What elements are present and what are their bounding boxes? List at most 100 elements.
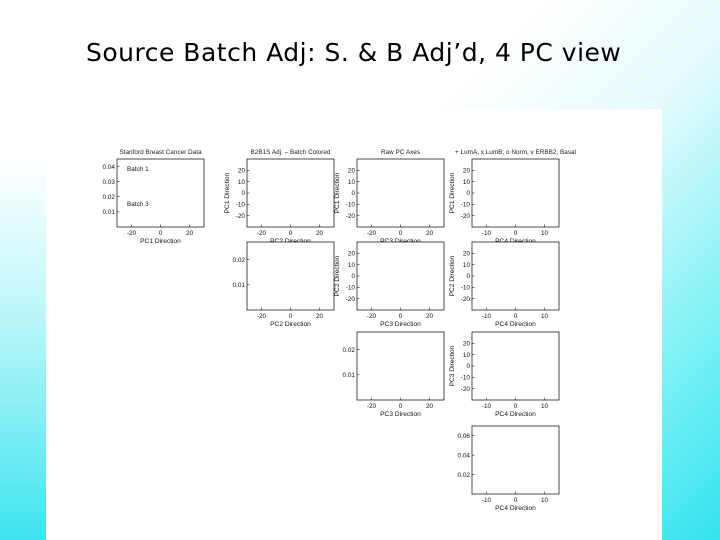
y-tick-label: 0.03 [103, 179, 116, 186]
y-axis-label: PC2 Direction [449, 255, 456, 296]
panel-title: B2B1S Adj. – Batch Colored [251, 149, 331, 156]
x-tick-label: 20 [186, 230, 194, 237]
y-tick-label: 20 [463, 251, 471, 258]
y-tick-label: 0 [351, 190, 355, 197]
y-axis-label: PC1 Direction [334, 172, 341, 213]
x-tick-label: -10 [482, 313, 492, 320]
x-tick-label: -20 [367, 313, 377, 320]
annotation-batch-3: Batch 3 [127, 201, 149, 208]
x-axis-label: PC4 Direction [495, 505, 536, 512]
y-tick-label: 10 [348, 262, 356, 269]
panel-pc3-pc3: -20 0 20 0.01 0.02 PC3 Direction [343, 331, 445, 418]
panel-pc4-pc4: -10 0 10 0.02 0.04 0.06 PC4 Direction [458, 425, 560, 512]
y-tick-label: 0.01 [233, 282, 246, 289]
y-tick-label: 0 [466, 273, 470, 280]
pca-scatterplot-matrix: Batch 1 Batch 3 -20 0 20 0.01 0.02 0.03 0.04 PC1 … [103, 149, 576, 512]
panel-frame [246, 241, 335, 311]
x-tick-label: -20 [257, 313, 267, 320]
y-tick-label: 20 [348, 168, 356, 175]
panel-title: Stanford Breast Cancer Data [119, 149, 202, 156]
x-tick-label: 10 [541, 403, 549, 410]
y-tick-label: 20 [463, 168, 471, 175]
panel-pc1-pc3: -20 0 20 -20 -10 0 10 20 PC3 Direction PC1 Direct… [334, 149, 445, 245]
x-tick-label: 0 [289, 230, 293, 237]
x-tick-label: -20 [257, 230, 267, 237]
y-tick-label: 20 [463, 341, 471, 348]
background-gradient [0, 0, 46, 540]
y-tick-label: 10 [463, 352, 471, 359]
panel-frame [246, 158, 335, 228]
y-tick-label: -20 [461, 213, 471, 220]
panel-frame [356, 158, 445, 228]
y-tick-label: 0.04 [458, 452, 471, 459]
x-axis-label: PC3 Direction [380, 238, 421, 245]
x-tick-label: 20 [426, 230, 434, 237]
x-tick-label: -10 [482, 230, 492, 237]
x-tick-label: 0 [399, 313, 403, 320]
panel-pc1-pc4: -10 0 10 -20 -10 0 10 20 PC4 Direction PC1 Direct… [449, 149, 576, 245]
y-tick-label: -10 [346, 202, 356, 209]
panel-pc1-pc1: Batch 1 Batch 3 -20 0 20 0.01 0.02 0.03 0.04 PC1 … [103, 149, 205, 245]
y-tick-label: -20 [461, 386, 471, 393]
x-axis-label: PC2 Direction [270, 321, 311, 328]
x-tick-label: 20 [316, 230, 324, 237]
y-tick-label: 0.01 [103, 209, 116, 216]
x-tick-label: 0 [514, 403, 518, 410]
panel-title: + LumA, x LumB, o Norm, v ERBB2, Basal [455, 149, 576, 156]
y-tick-label: -20 [346, 296, 356, 303]
panel-pc2-pc3: -20 0 20 -20 -10 0 10 20 PC3 Direction PC2 Direct… [334, 241, 445, 328]
panel-frame [471, 331, 560, 401]
y-tick-label: -20 [236, 213, 246, 220]
y-tick-label: 0 [466, 190, 470, 197]
y-tick-label: 0 [351, 273, 355, 280]
y-tick-label: -10 [346, 285, 356, 292]
data-point [558, 271, 559, 273]
x-tick-label: -20 [127, 230, 137, 237]
x-tick-label: -10 [482, 497, 492, 504]
y-tick-label: -10 [461, 285, 471, 292]
panel-title: Raw PC Axes [381, 149, 420, 156]
x-axis-label: PC2 Direction [270, 238, 311, 245]
data-point [352, 361, 356, 365]
y-tick-label: 20 [348, 251, 356, 258]
y-tick-label: 0.02 [233, 257, 246, 264]
y-tick-label: 0.02 [343, 347, 356, 354]
y-tick-label: 0.04 [103, 164, 116, 171]
y-tick-label: 20 [238, 168, 246, 175]
x-tick-label: 20 [426, 403, 434, 410]
x-tick-label: 0 [289, 313, 293, 320]
panel-frame [471, 158, 560, 228]
y-axis-label: PC1 Direction [224, 172, 231, 213]
y-tick-label: 10 [463, 179, 471, 186]
panel-frame [471, 425, 560, 495]
x-tick-label: 10 [541, 497, 549, 504]
y-tick-label: -10 [461, 375, 471, 382]
x-axis-label: PC4 Direction [495, 238, 536, 245]
y-tick-label: -20 [346, 213, 356, 220]
panel-frame [356, 241, 445, 311]
panel-frame [356, 331, 445, 401]
x-axis-label: PC1 Direction [140, 238, 181, 245]
y-tick-label: 0 [466, 363, 470, 370]
x-axis-label: PC3 Direction [380, 411, 421, 418]
data-point [558, 190, 559, 195]
x-tick-label: 0 [399, 230, 403, 237]
y-axis-label: PC2 Direction [334, 255, 341, 296]
panel-pc1-pc2: -20 0 20 -20 -10 0 10 20 PC2 Direction PC1 Direct… [224, 149, 335, 245]
x-tick-label: 20 [316, 313, 324, 320]
y-tick-label: 0.01 [343, 372, 356, 379]
x-tick-label: 0 [399, 403, 403, 410]
y-tick-label: 10 [348, 179, 356, 186]
x-axis-label: PC4 Direction [495, 411, 536, 418]
x-tick-label: 10 [541, 230, 549, 237]
x-tick-label: -20 [367, 403, 377, 410]
y-axis-label: PC3 Direction [449, 345, 456, 386]
x-tick-label: -20 [367, 230, 377, 237]
x-tick-label: 0 [159, 230, 163, 237]
y-tick-label: 10 [238, 179, 246, 186]
panel-pc3-pc4: -10 0 10 -20 -10 0 10 20 PC4 Direction PC3 Direct… [449, 331, 560, 418]
x-tick-label: 0 [514, 497, 518, 504]
y-tick-label: 10 [463, 262, 471, 269]
x-tick-label: 10 [541, 313, 549, 320]
y-tick-label: 0.06 [458, 433, 471, 440]
